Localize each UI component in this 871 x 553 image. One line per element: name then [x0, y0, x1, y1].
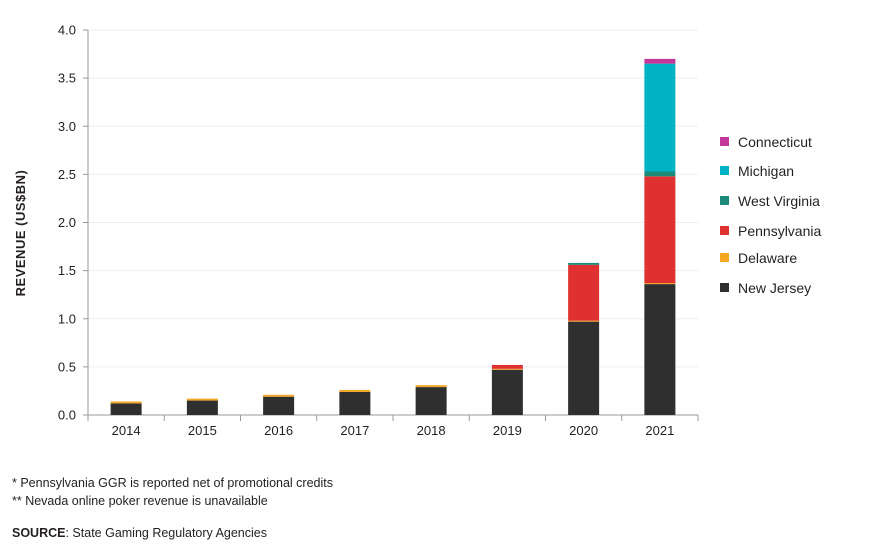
bar-segment-delaware-2014	[110, 401, 142, 404]
x-tick-label: 2018	[417, 423, 446, 438]
bar-segment-michigan-2021	[644, 63, 676, 172]
y-tick-labels: 0.0 0.5 1.0 1.5 2.0 2.5 3.0 3.5 4.0	[58, 23, 76, 423]
bar-segment-connecticut-2021	[644, 58, 676, 64]
legend-label: Delaware	[738, 250, 797, 266]
bar-segment-pennsylvania-2021	[644, 176, 676, 284]
legend-swatch-connecticut	[720, 137, 729, 146]
y-tick-label: 0.5	[58, 359, 76, 374]
bar-segment-delaware-2017	[339, 389, 371, 392]
footnote-pennsylvania: * Pennsylvania GGR is reported net of pr…	[12, 476, 333, 490]
bar-segment-new-jersey-2019	[491, 369, 523, 415]
legend-label: Connecticut	[738, 134, 812, 150]
footnotes: * Pennsylvania GGR is reported net of pr…	[12, 474, 333, 510]
x-tick-label: 2015	[188, 423, 217, 438]
bar-segment-pennsylvania-2019	[491, 364, 523, 369]
legend-label: New Jersey	[738, 280, 811, 296]
source-label: SOURCE	[12, 526, 66, 540]
x-tick-label: 2019	[493, 423, 522, 438]
stacked-bar-chart: 0.0 0.5 1.0 1.5 2.0 2.5 3.0 3.5 4.0 2014 2015 2016…	[13, 23, 821, 439]
y-tick-label: 3.5	[58, 71, 76, 86]
source-note: SOURCE: State Gaming Regulatory Agencies	[12, 526, 267, 540]
y-tick-label: 1.5	[58, 263, 76, 278]
y-axis-label: REVENUE (US$BN)	[13, 170, 28, 297]
y-tick-label: 3.0	[58, 119, 76, 134]
legend-swatch-west-virginia	[720, 196, 729, 205]
bar-segment-delaware-2016	[263, 394, 295, 397]
x-tick-label: 2021	[645, 423, 674, 438]
legend-label: Michigan	[738, 163, 794, 179]
y-tick-label: 1.0	[58, 311, 76, 326]
y-tick-label: 2.0	[58, 215, 76, 230]
footnote-nevada: ** Nevada online poker revenue is unavai…	[12, 494, 268, 508]
bar-segment-pennsylvania-2020	[568, 264, 600, 321]
bars	[110, 58, 676, 415]
bar-segment-delaware-2021	[644, 283, 676, 285]
gridlines	[88, 29, 698, 368]
bar-segment-delaware-2018	[415, 385, 447, 388]
legend-label: West Virginia	[738, 193, 820, 209]
x-tick-label: 2020	[569, 423, 598, 438]
legend-swatch-new-jersey	[720, 283, 729, 292]
bar-segment-delaware-2015	[186, 398, 218, 401]
bar-segment-delaware-2020	[568, 320, 600, 322]
legend-swatch-pennsylvania	[720, 226, 729, 235]
bar-segment-new-jersey-2016	[263, 396, 295, 415]
bar-segment-new-jersey-2018	[415, 387, 447, 415]
bar-segment-new-jersey-2021	[644, 284, 676, 415]
bar-segment-new-jersey-2017	[339, 391, 371, 415]
bar-segment-west-virginia-2020	[568, 262, 600, 265]
x-tick-labels: 2014 2015 2016 2017 2018 2019 2020 2021	[112, 423, 675, 438]
x-tick-label: 2014	[112, 423, 141, 438]
source-text: : State Gaming Regulatory Agencies	[65, 526, 267, 540]
legend: Connecticut Michigan West Virginia Pennsylv…	[720, 134, 821, 296]
legend-swatch-michigan	[720, 166, 729, 175]
x-tick-label: 2017	[340, 423, 369, 438]
x-tick-label: 2016	[264, 423, 293, 438]
bar-segment-new-jersey-2014	[110, 403, 142, 415]
y-tick-label: 0.0	[58, 408, 76, 423]
bar-segment-delaware-2019	[491, 368, 523, 370]
bar-segment-west-virginia-2021	[644, 171, 676, 177]
legend-swatch-delaware	[720, 253, 729, 262]
y-tick-label: 4.0	[58, 23, 76, 38]
bar-segment-new-jersey-2020	[568, 321, 600, 415]
y-tick-label: 2.5	[58, 167, 76, 182]
axes	[83, 29, 699, 421]
bar-segment-new-jersey-2015	[186, 400, 218, 415]
legend-label: Pennsylvania	[738, 223, 821, 239]
